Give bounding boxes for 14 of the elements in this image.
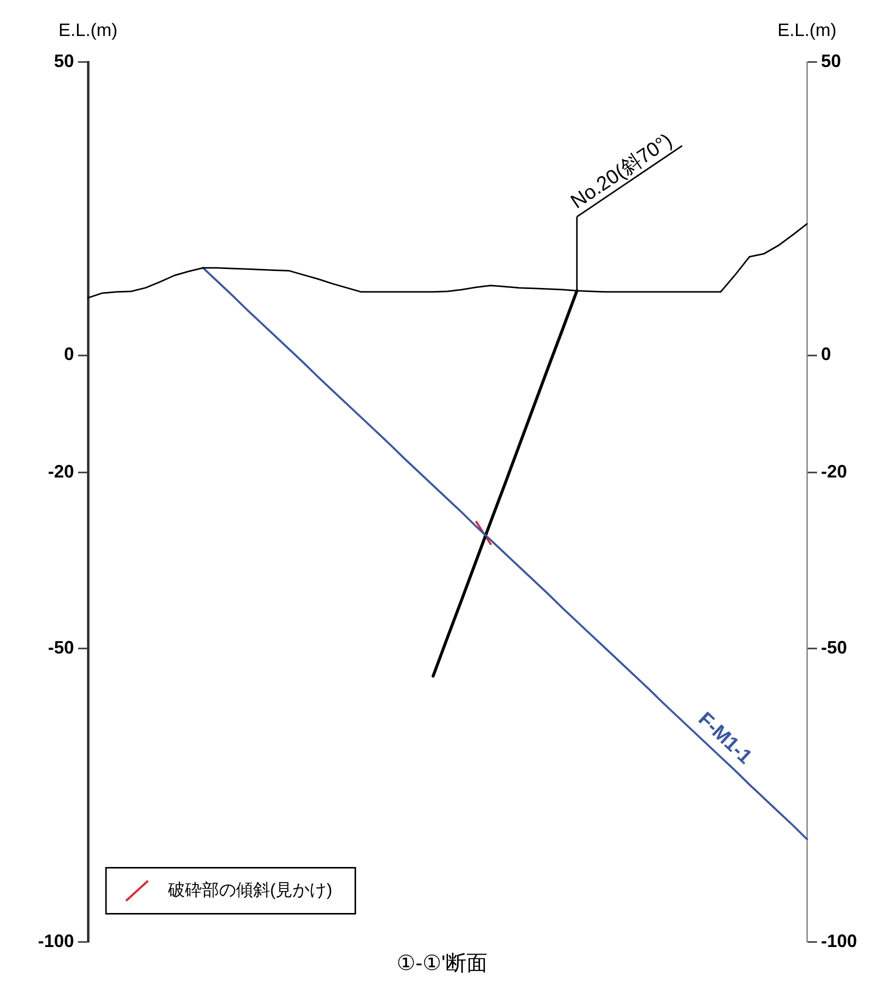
y2-tick-label: 50: [821, 50, 842, 71]
y2-tick-label: -100: [821, 930, 858, 951]
y-tick-label: -50: [48, 638, 74, 658]
y-axis-title: E.L.(m): [58, 20, 118, 40]
y2-tick-label: 0: [821, 344, 832, 364]
y2-axis-title: E.L.(m): [777, 20, 837, 40]
y2-tick-label: -50: [821, 638, 848, 658]
y-tick-label: 50: [54, 50, 74, 71]
y2-tick-label: -20: [821, 462, 848, 482]
y-tick-label: -20: [48, 462, 74, 482]
text: ①-①'断面: [396, 952, 488, 976]
y-tick-label: -100: [38, 930, 74, 951]
legend-label: 破砕部の傾斜(見かけ): [167, 880, 332, 900]
y-tick-label: 0: [64, 344, 74, 364]
